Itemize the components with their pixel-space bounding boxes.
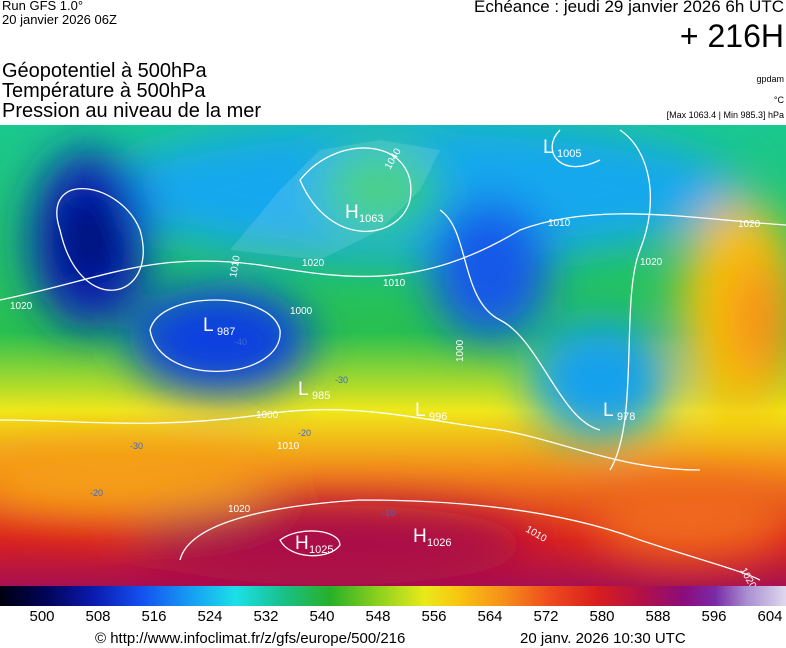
pressure-center-value: 985 <box>312 390 330 402</box>
pressure-center-value: 1025 <box>309 544 333 556</box>
pressure-center-value: 1005 <box>557 148 581 160</box>
isobar-label: 1020 <box>228 504 251 515</box>
colorbar-tick-label: 572 <box>533 608 559 625</box>
pressure-center-letter: L <box>603 400 614 421</box>
layer-2: Température à 500hPa <box>2 80 206 102</box>
colorbar <box>0 586 786 606</box>
colorbar-tick-label: 596 <box>701 608 727 625</box>
pressure-center-value: 1026 <box>427 537 451 549</box>
isotherm-label: -10 <box>382 508 395 518</box>
layer-3: Pression au niveau de la mer <box>2 100 262 122</box>
colorbar-ticks: 500 508 516 524 532 540 548 556 564 572 580 588 596 6… <box>0 608 786 628</box>
isobar-label: 1000 <box>455 339 466 362</box>
pressure-center-letter: L <box>543 137 554 158</box>
pressure-center-letter: L <box>203 315 214 336</box>
colorbar-tick-label: 540 <box>309 608 335 625</box>
pressure-center-letter: L <box>415 400 426 421</box>
colorbar-tick-label: 508 <box>85 608 111 625</box>
isobar-label: 1000 <box>290 306 313 317</box>
isobar-label: 1000 <box>256 410 279 421</box>
unit-2: °C <box>773 95 784 105</box>
colorbar-tick-label: 580 <box>589 608 615 625</box>
pressure-center-letter: H <box>413 526 427 547</box>
pressure-center-value: 996 <box>429 411 447 423</box>
layer-1: Géopotentiel à 500hPa <box>2 60 207 82</box>
colorbar-tick-label: 548 <box>365 608 391 625</box>
colorbar-tick-label: 588 <box>645 608 671 625</box>
isobar-label: 1010 <box>548 218 571 229</box>
isobar-label: 1020 <box>302 258 325 269</box>
isobar-label: 1010 <box>383 278 406 289</box>
pressure-center-value: 1063 <box>359 213 383 225</box>
isobar-label: 1010 <box>228 254 243 278</box>
forecast-offset: + 216H <box>679 18 784 54</box>
forecast-time: Echéance : jeudi 29 janvier 2026 6h UTC <box>474 0 784 16</box>
unit-3: [Max 1063.4 | Min 985.3] hPa <box>666 110 784 120</box>
pressure-center-letter: H <box>295 533 309 554</box>
isobar-label: 1020 <box>10 301 33 312</box>
isobar-label: 1010 <box>277 441 300 452</box>
colorbar-tick-label: 556 <box>421 608 447 625</box>
colorbar-tick-label: 500 <box>29 608 55 625</box>
isotherm-label: -20 <box>298 428 311 438</box>
pressure-center-value: 978 <box>617 411 635 423</box>
run-label: Run GFS 1.0° <box>2 0 84 13</box>
colorbar-tick-label: 532 <box>253 608 279 625</box>
source-url: © http://www.infoclimat.fr/z/gfs/europe/… <box>95 630 406 647</box>
colorbar-tick-label: 604 <box>757 608 783 625</box>
isobar-label: 1020 <box>640 257 663 268</box>
colorbar-tick-label: 564 <box>477 608 503 625</box>
isotherm-label: -30 <box>130 441 143 451</box>
isotherm-label: -30 <box>335 375 348 385</box>
colorbar-tick-label: 516 <box>141 608 167 625</box>
pressure-center-letter: H <box>345 202 359 223</box>
unit-1: gpdam <box>756 74 784 84</box>
pressure-center-letter: L <box>298 379 309 400</box>
isotherm-label: -20 <box>90 488 103 498</box>
isobar-label: 1020 <box>738 219 761 230</box>
run-date: 20 janvier 2026 06Z <box>2 12 117 27</box>
issue-time: 20 janv. 2026 10:30 UTC <box>520 630 686 647</box>
isotherm-label: -40 <box>234 337 247 347</box>
colorbar-tick-label: 524 <box>197 608 223 625</box>
pressure-center-value: 987 <box>217 326 235 338</box>
